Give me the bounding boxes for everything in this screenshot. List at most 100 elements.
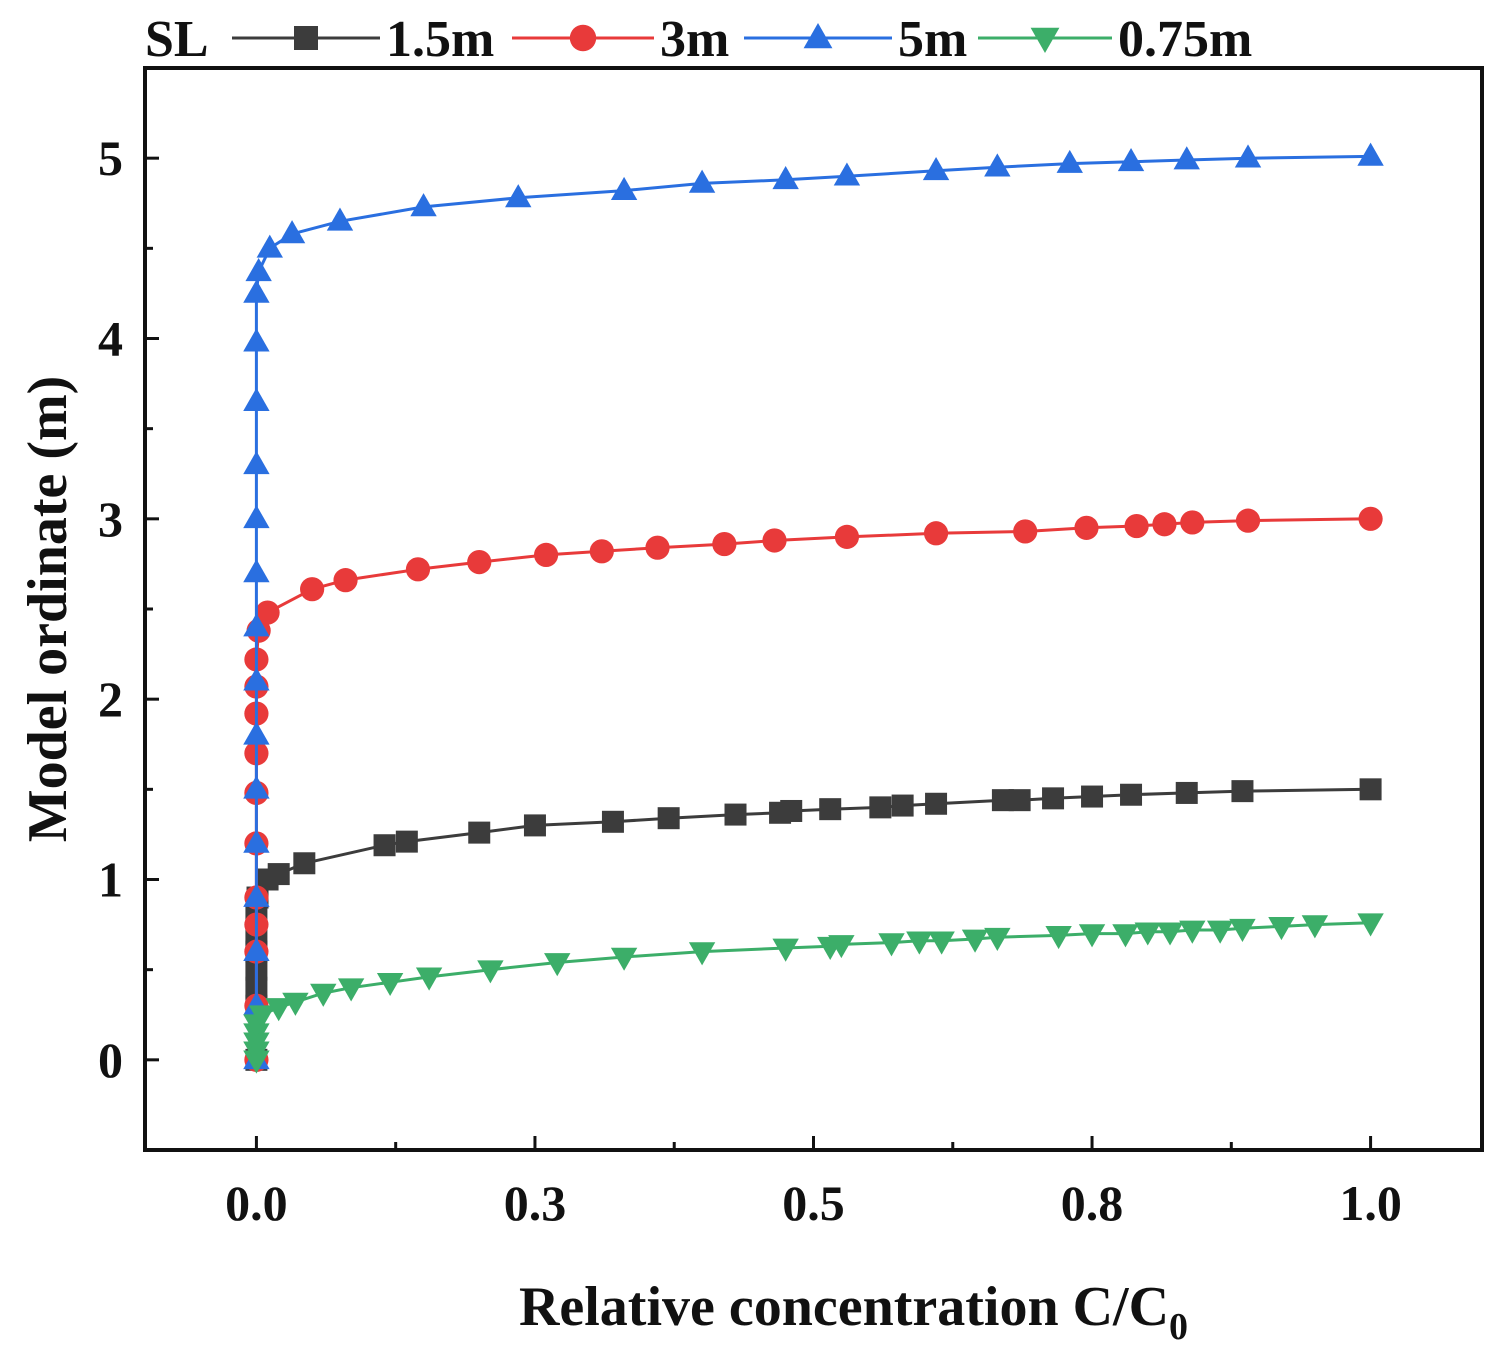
data-point xyxy=(243,450,270,475)
data-point xyxy=(1078,924,1106,948)
data-point xyxy=(243,775,270,799)
data-point xyxy=(688,169,716,193)
data-point xyxy=(243,559,270,583)
legend-label: 3m xyxy=(660,11,729,68)
data-point xyxy=(819,798,842,821)
data-point xyxy=(333,568,358,593)
data-point xyxy=(984,927,1011,951)
series-line xyxy=(254,921,1371,1060)
legend: SL 1.5m 3m 5m 0.75m xyxy=(145,11,1252,68)
data-point xyxy=(468,821,491,844)
data-point xyxy=(828,935,855,959)
data-point xyxy=(1081,785,1104,808)
data-point xyxy=(1229,918,1256,942)
data-point xyxy=(477,960,504,984)
data-point xyxy=(248,1005,276,1029)
data-point xyxy=(1175,781,1198,804)
data-point xyxy=(278,220,306,244)
data-point xyxy=(645,535,670,560)
data-point xyxy=(657,807,680,830)
x-tick-label: 0.5 xyxy=(782,1175,845,1231)
data-point xyxy=(255,600,280,625)
data-point xyxy=(1179,920,1206,944)
data-point xyxy=(610,947,638,971)
data-point xyxy=(267,863,290,886)
data-point xyxy=(467,550,492,575)
data-point xyxy=(243,505,270,529)
data-point xyxy=(243,721,270,745)
y-axis-title: Model ordinate (m) xyxy=(17,376,79,843)
data-point xyxy=(1268,917,1295,941)
y-tick-label: 2 xyxy=(98,671,123,727)
data-point xyxy=(1124,513,1149,539)
legend-label: 1.5m xyxy=(386,11,494,68)
data-point xyxy=(300,577,325,602)
data-point xyxy=(833,162,861,186)
data-point xyxy=(1117,148,1145,172)
data-point xyxy=(293,852,316,875)
data-point xyxy=(1206,920,1234,944)
x-tick-label: 1.0 xyxy=(1339,1175,1402,1231)
data-point xyxy=(1301,915,1329,939)
data-point xyxy=(1235,508,1261,533)
data-point xyxy=(373,834,396,857)
data-point xyxy=(1056,149,1083,173)
data-point xyxy=(1180,510,1205,535)
data-point xyxy=(1074,515,1099,540)
data-point xyxy=(1234,144,1262,168)
data-point xyxy=(834,524,860,549)
data-point xyxy=(534,542,559,568)
data-point xyxy=(243,613,270,637)
x-tick-label: 0.8 xyxy=(1061,1175,1124,1231)
x-axis-title-subscript: 0 xyxy=(1169,1306,1188,1348)
data-point xyxy=(925,792,948,815)
data-point xyxy=(772,166,799,190)
data-point xyxy=(1134,922,1161,946)
legend-title: SL xyxy=(145,11,209,68)
data-point xyxy=(282,992,309,1016)
data-point xyxy=(1112,924,1139,948)
series-0-75m xyxy=(243,913,1384,1074)
data-point xyxy=(256,234,283,258)
legend-marker xyxy=(294,26,318,50)
data-point xyxy=(395,830,418,853)
data-point xyxy=(1357,142,1384,166)
data-point xyxy=(337,978,365,1002)
legend-label: 5m xyxy=(898,11,967,68)
x-axis: 0.0 0.3 0.5 0.8 1.0 xyxy=(225,1136,1402,1231)
data-point xyxy=(961,929,989,953)
data-point xyxy=(1008,789,1031,812)
x-axis-title: Relative concentration C/C0 xyxy=(519,1276,1188,1348)
legend-marker xyxy=(569,24,597,52)
data-point xyxy=(243,667,270,691)
data-point xyxy=(326,207,354,231)
data-point xyxy=(415,967,443,991)
legend-marker xyxy=(1030,27,1060,53)
data-point xyxy=(1231,780,1254,803)
data-point xyxy=(610,176,638,200)
y-tick-label: 5 xyxy=(98,130,123,186)
legend-label: 0.75m xyxy=(1118,11,1252,68)
data-point xyxy=(984,153,1011,177)
y-axis: 0 1 2 3 4 5 xyxy=(98,130,159,1088)
data-point xyxy=(762,528,787,553)
data-point xyxy=(265,998,292,1022)
data-point xyxy=(589,539,614,564)
series-3m xyxy=(244,506,1383,1072)
data-point xyxy=(505,184,532,208)
x-tick-label: 0.3 xyxy=(504,1175,567,1231)
data-point xyxy=(405,557,431,582)
data-point xyxy=(1358,506,1383,531)
data-point xyxy=(1359,778,1382,801)
data-point xyxy=(1120,783,1143,806)
legend-entry: 3m xyxy=(512,11,729,68)
data-point xyxy=(243,937,270,961)
data-point xyxy=(891,794,914,817)
series-line xyxy=(254,154,1371,1060)
plot-area xyxy=(243,142,1384,1074)
series-5m xyxy=(243,142,1384,1070)
data-point xyxy=(906,931,933,955)
legend-entry: 0.75m xyxy=(978,11,1252,68)
legend-entry: 1.5m xyxy=(232,11,494,68)
